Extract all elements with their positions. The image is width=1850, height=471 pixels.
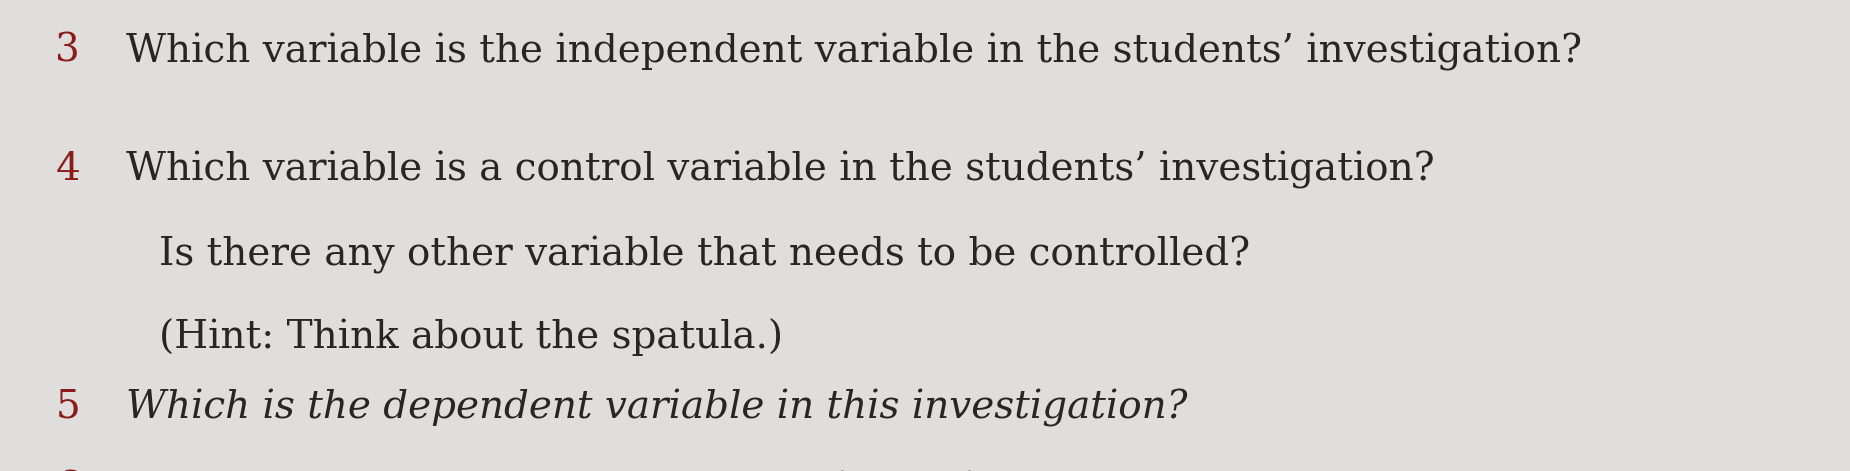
Text: Which is the dependent variable in this investigation?: Which is the dependent variable in this … (126, 389, 1188, 427)
Text: 3: 3 (56, 33, 80, 70)
Text: Which variable is the independent variable in the students’ investigation?: Which variable is the independent variab… (126, 33, 1582, 71)
Text: 4: 4 (56, 151, 80, 188)
Text: Is there any other variable that needs to be controlled?: Is there any other variable that needs t… (159, 236, 1251, 274)
Text: (Hint: Think about the spatula.): (Hint: Think about the spatula.) (159, 318, 783, 356)
Text: Which variable is a control variable in the students’ investigation?: Which variable is a control variable in … (126, 151, 1434, 189)
Text: 5: 5 (56, 389, 80, 426)
